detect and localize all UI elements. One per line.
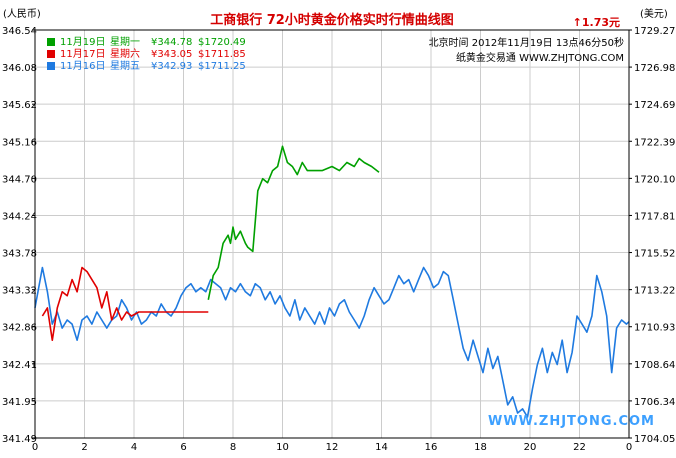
- price-change-label: ↑1.73元: [573, 16, 620, 29]
- plot-frame: [34, 29, 630, 439]
- series-line: [34, 266, 630, 418]
- y-left-label: (人民币): [3, 8, 41, 20]
- beijing-time-label: 北京时间 2012年11月19日 13点46分50秒: [429, 36, 624, 49]
- y-right-tick-label: 1706.34: [634, 397, 675, 408]
- y-left-tick-label: 342.86: [2, 323, 37, 334]
- price-series-lines: [34, 145, 630, 418]
- x-tick-label: 6: [180, 442, 186, 453]
- x-tick-label: 16: [425, 442, 438, 453]
- y-right-tick-label: 1704.05: [634, 434, 675, 445]
- legend-entry-text: 11月17日: [60, 48, 105, 60]
- y-right-tick-label: 1708.64: [634, 360, 675, 371]
- y-right-label: (美元): [640, 7, 668, 20]
- x-tick-label: 14: [375, 442, 388, 453]
- x-tick-label: 2: [81, 442, 87, 453]
- chart-title: 工商银行 72小时黄金价格实时行情曲线图: [210, 12, 454, 28]
- x-tick-label: 18: [474, 442, 487, 453]
- legend-entry-text: 11月19日: [60, 36, 105, 48]
- y-right-tick-label: 1722.39: [634, 137, 675, 148]
- series-line: [41, 266, 209, 342]
- x-tick-label: 12: [326, 442, 339, 453]
- watermark: WWW.ZHJTONG.COM: [488, 414, 655, 429]
- legend-entry-text: $1720.49: [198, 37, 246, 48]
- y-left-tick-label: 345.16: [2, 137, 37, 148]
- legend-entry-text: $1711.85: [198, 49, 246, 60]
- y-left-tick-label: 344.70: [2, 174, 37, 185]
- grid-lines: [35, 30, 629, 438]
- y-left-tick-label: 342.41: [2, 360, 37, 371]
- x-tick-label: 20: [524, 442, 537, 453]
- y-right-tick-label: 1715.52: [634, 249, 675, 260]
- legend-entry-text: ¥342.93: [151, 61, 192, 72]
- legend-entry-text: 11月16日: [60, 60, 105, 72]
- legend: 11月19日 星期一 ¥344.78 $1720.49 11月17日 星期六 ¥343.05…: [47, 36, 246, 72]
- y-right-tick-label: 1717.81: [634, 211, 675, 222]
- source-label: 纸黄金交易通 WWW.ZHJTONG.COM: [456, 51, 624, 64]
- legend-swatch: [47, 62, 55, 70]
- y-left-tick-label: 346.08: [2, 63, 37, 74]
- legend-entry-text: 星期五: [110, 60, 140, 72]
- legend-swatch: [47, 50, 55, 58]
- legend-entry-text: 星期一: [110, 36, 140, 48]
- series-line: [207, 145, 380, 300]
- x-tick-label: 0: [626, 442, 632, 453]
- y-right-tick-label: 1726.98: [634, 63, 675, 74]
- legend-entry-text: $1711.25: [198, 61, 246, 72]
- y-left-tick-label: 343.32: [2, 286, 37, 297]
- y-left-tick-label: 346.54: [2, 26, 37, 37]
- y-left-tick-label: 343.78: [2, 249, 37, 260]
- legend-entry-text: ¥344.78: [151, 37, 192, 48]
- y-right-tick-label: 1729.27: [634, 26, 675, 37]
- y-right-tick-label: 1710.93: [634, 323, 675, 334]
- y-left-tick-label: 341.49: [2, 434, 37, 445]
- x-tick-label: 8: [230, 442, 236, 453]
- x-tick-label: 4: [131, 442, 137, 453]
- y-left-tick-label: 341.95: [2, 397, 37, 408]
- x-tick-label: 22: [573, 442, 586, 453]
- x-tick-label: 10: [276, 442, 289, 453]
- axis-ticks: 0 2 4 6 8 10 12 14 16 18 20 22 0 346.54 1729.27 346.08 1…: [2, 26, 675, 453]
- legend-entry-text: ¥343.05: [151, 49, 192, 60]
- legend-entry-text: 星期六: [110, 48, 140, 60]
- y-right-tick-label: 1713.22: [634, 286, 675, 297]
- x-tick-label: 0: [32, 442, 38, 453]
- y-right-tick-label: 1724.69: [634, 100, 675, 111]
- legend-swatch: [47, 38, 55, 46]
- y-right-tick-label: 1720.10: [634, 174, 675, 185]
- y-left-tick-label: 345.62: [2, 100, 37, 111]
- y-left-tick-label: 344.24: [2, 211, 37, 222]
